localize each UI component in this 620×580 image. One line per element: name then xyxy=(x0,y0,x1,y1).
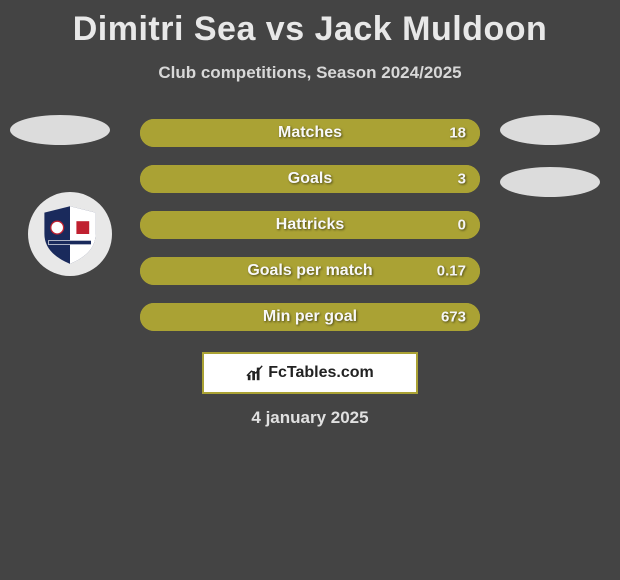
stat-row: Goals per match 0.17 xyxy=(140,257,480,285)
brand-label: FcTables.com xyxy=(268,364,374,382)
stat-row: Min per goal 673 xyxy=(140,303,480,331)
stat-value: 673 xyxy=(441,309,466,326)
shield-icon xyxy=(38,202,102,266)
stat-row: Goals 3 xyxy=(140,165,480,193)
player-slot-right-1 xyxy=(500,115,600,145)
chart-icon xyxy=(246,364,264,382)
stat-label: Matches xyxy=(278,124,342,142)
subtitle: Club competitions, Season 2024/2025 xyxy=(0,63,620,83)
stat-label: Goals per match xyxy=(247,262,372,280)
club-badge xyxy=(28,192,112,276)
player-slot-left xyxy=(10,115,110,145)
stat-bars: Matches 18 Goals 3 Hattricks 0 Goals per match… xyxy=(140,119,480,349)
date-label: 4 january 2025 xyxy=(251,408,368,428)
page-title: Dimitri Sea vs Jack Muldoon xyxy=(0,0,620,49)
stat-row: Hattricks 0 xyxy=(140,211,480,239)
stat-label: Hattricks xyxy=(276,216,344,234)
player-slot-right-2 xyxy=(500,167,600,197)
brand-box[interactable]: FcTables.com xyxy=(202,352,418,394)
stat-row: Matches 18 xyxy=(140,119,480,147)
stat-label: Goals xyxy=(288,170,332,188)
stat-value: 0 xyxy=(458,217,466,234)
stat-value: 3 xyxy=(458,171,466,188)
stat-value: 18 xyxy=(449,125,466,142)
stat-label: Min per goal xyxy=(263,308,357,326)
stat-value: 0.17 xyxy=(437,263,466,280)
